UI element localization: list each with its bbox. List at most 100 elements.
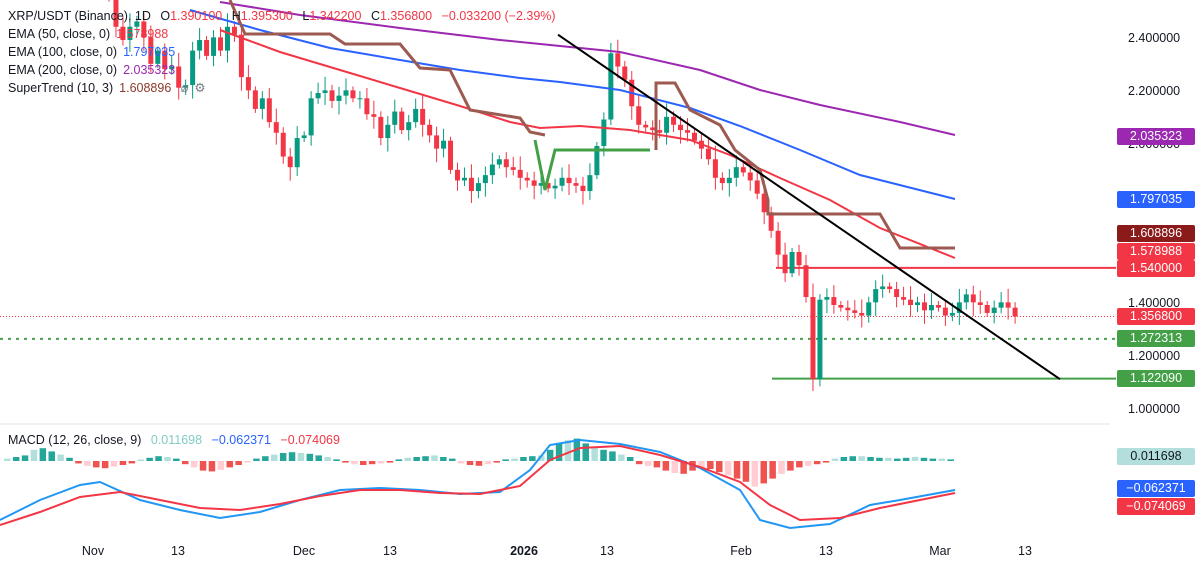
- candle-body: [197, 40, 203, 51]
- candle-body: [754, 180, 760, 194]
- candle-body: [273, 122, 279, 133]
- candle-body: [991, 307, 997, 313]
- macd-histogram-bar: [306, 453, 314, 461]
- supertrend-upper-line: [228, 0, 546, 137]
- price-tag: 1.578988: [1117, 243, 1195, 260]
- candle-body: [901, 297, 907, 300]
- candle-body: [615, 53, 621, 67]
- symbol-label: XRP/USDT (Binance), 1D: [8, 9, 151, 23]
- supertrend-value: 1.608896: [119, 81, 172, 95]
- macd-histogram-bar: [742, 461, 750, 482]
- candle-body: [636, 106, 642, 125]
- macd-histogram-bar: [671, 461, 678, 473]
- macd-histogram-bar: [546, 449, 554, 461]
- candle-body: [712, 159, 718, 178]
- price-tag: 1.540000: [1117, 260, 1195, 277]
- macd-histogram-bar: [431, 455, 438, 461]
- ema100-line: [189, 9, 956, 200]
- macd-histogram-bar: [849, 456, 856, 461]
- macd-histogram-bar: [564, 440, 572, 461]
- candle-body: [183, 85, 189, 88]
- macd-histogram-bar: [529, 456, 536, 461]
- macd-histogram-bar: [271, 454, 278, 461]
- candle-body: [803, 265, 809, 298]
- macd-histogram-bar: [199, 461, 207, 471]
- candle-body: [127, 26, 133, 40]
- candle-body: [496, 159, 502, 165]
- candle-body: [608, 53, 614, 120]
- candle-body: [482, 175, 488, 184]
- ema50-line: [219, 29, 956, 259]
- ema100-legend[interactable]: EMA (100, close, 0) 1.797035: [8, 43, 181, 61]
- candle-body: [503, 159, 509, 168]
- ema200-legend[interactable]: EMA (200, close, 0) 2.035323: [8, 61, 181, 79]
- candle-body: [162, 50, 168, 70]
- candle-body: [301, 135, 307, 139]
- candle-body: [224, 26, 230, 51]
- candle-body: [468, 177, 474, 192]
- macd-histogram-bar: [787, 461, 794, 471]
- macd-line: [0, 438, 956, 530]
- macd-histogram-bar: [484, 461, 492, 465]
- ema100-value: 1.797035: [123, 45, 176, 59]
- macd-histogram-bar: [600, 449, 607, 461]
- visibility-icon[interactable]: ⌀: [180, 81, 189, 95]
- x-axis-tick: Mar: [929, 544, 951, 558]
- macd-histogram-bar: [920, 457, 928, 461]
- macd-histogram-bar: [929, 458, 937, 461]
- supertrend-upper-line-2: [654, 81, 955, 250]
- x-axis-tick: Dec: [292, 544, 316, 558]
- candle-body: [211, 37, 217, 56]
- macd-histogram-bar: [511, 458, 518, 461]
- ema50-legend[interactable]: EMA (50, close, 0) 1.578988: [8, 25, 174, 43]
- macd-histogram-bar: [386, 461, 394, 463]
- candle-body: [350, 90, 356, 99]
- candle-body: [1005, 302, 1011, 308]
- macd-histogram-bar: [440, 457, 447, 461]
- candle-body: [921, 302, 927, 311]
- candle-body: [643, 124, 649, 128]
- macd-histogram-bar: [858, 456, 865, 461]
- candle-body: [455, 169, 460, 181]
- ema200-line: [219, 1, 956, 136]
- candle-body: [113, 0, 119, 27]
- candle-body: [963, 294, 969, 303]
- settings-icon[interactable]: ⚙: [194, 81, 206, 95]
- candle-body: [866, 302, 872, 316]
- candle-body: [134, 21, 140, 27]
- candle-body: [169, 66, 175, 70]
- supertrend-label: SuperTrend (10, 3): [8, 81, 114, 95]
- candle-body: [768, 212, 774, 231]
- macd-histogram-bar: [395, 459, 403, 461]
- macd-line-value: −0.062371: [211, 433, 272, 447]
- price-tag: 1.797035: [1117, 191, 1195, 209]
- macd-histogram-bar: [173, 458, 180, 461]
- macd-histogram-bar: [840, 457, 848, 461]
- macd-histogram-bar: [226, 461, 233, 468]
- macd-histogram-bar: [244, 461, 251, 463]
- macd-histogram-bar: [137, 459, 144, 461]
- macd-histogram-bar: [475, 461, 483, 466]
- macd-histogram-bar: [57, 454, 64, 461]
- x-axis-tick: Nov: [81, 544, 105, 558]
- y-axis-tick: 1.200000: [1128, 349, 1181, 363]
- macd-histogram-bar: [110, 461, 118, 467]
- macd-legend[interactable]: MACD (12, 26, close, 9) 0.011698 −0.0623…: [8, 431, 346, 449]
- candle-body: [671, 116, 677, 125]
- candle-body: [336, 95, 342, 101]
- macd-histogram-bar: [555, 443, 563, 461]
- candle-body: [385, 124, 391, 139]
- macd-histogram-bar: [813, 461, 821, 465]
- supertrend-legend[interactable]: SuperTrend (10, 3) 1.608896 ⌀ ⚙: [8, 79, 212, 97]
- macd-histogram-bar: [360, 461, 367, 465]
- candle-body: [475, 183, 481, 192]
- candle-body: [810, 297, 816, 380]
- macd-histogram-bar: [724, 461, 732, 476]
- macd-histogram-bar: [66, 457, 73, 461]
- macd-histogram-bar: [680, 461, 687, 474]
- macd-histogram-bar: [831, 458, 839, 461]
- macd-histogram-bar: [751, 461, 759, 487]
- macd-histogram-bar: [413, 457, 420, 461]
- macd-histogram-bar: [351, 461, 358, 465]
